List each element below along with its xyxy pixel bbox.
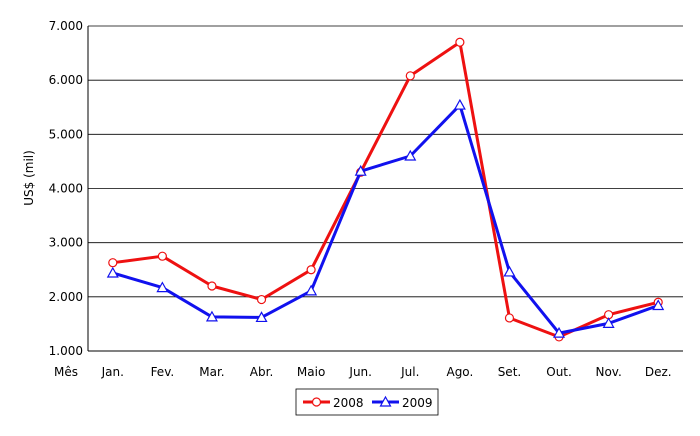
- data-point: [455, 37, 465, 47]
- legend: 2008 2009: [295, 388, 439, 416]
- x-tick-label: Abr.: [250, 365, 273, 379]
- y-tick-label: 3.000: [49, 236, 83, 250]
- x-tick-label: Out.: [546, 365, 572, 379]
- x-tick-label: Fev.: [151, 365, 175, 379]
- axes: [87, 26, 683, 352]
- data-point: [405, 71, 415, 81]
- data-point: [354, 164, 367, 176]
- gridlines: [88, 25, 683, 298]
- x-tick-label: Jul.: [400, 365, 419, 379]
- y-tick-labels: 1.000 2.000 3.000 4.000 5.000 6.000 7.000: [49, 19, 83, 358]
- series-line-2008: [112, 40, 659, 339]
- y-tick-label: 2.000: [49, 290, 83, 304]
- y-tick-label: 4.000: [49, 182, 83, 196]
- data-point: [404, 149, 417, 161]
- x-tick-label: Ago.: [446, 365, 473, 379]
- series-line-2009: [112, 103, 659, 335]
- x-axis-title: Mês: [54, 365, 78, 379]
- y-axis-title: US$ (mil): [22, 150, 36, 206]
- x-tick-label: Set.: [498, 365, 522, 379]
- x-tick-label: Maio: [297, 365, 325, 379]
- series-2009: [106, 98, 665, 338]
- series-2008: [108, 37, 663, 342]
- y-tick-label: 7.000: [49, 19, 83, 33]
- data-point: [156, 281, 169, 293]
- x-tick-label: Dez.: [645, 365, 672, 379]
- y-tick-label: 5.000: [49, 127, 83, 141]
- series: [106, 37, 665, 342]
- data-point: [157, 251, 167, 261]
- data-point: [453, 98, 466, 110]
- data-point: [207, 281, 217, 291]
- data-point: [504, 313, 515, 323]
- data-point: [255, 311, 268, 323]
- legend-marker-2008: [311, 397, 322, 407]
- data-point: [205, 310, 218, 322]
- data-point: [503, 265, 516, 277]
- legend-label-2008: 2008: [333, 396, 364, 410]
- x-tick-label: Jun.: [348, 365, 372, 379]
- data-point: [305, 284, 318, 296]
- legend-label-2009: 2009: [402, 396, 433, 410]
- data-point: [652, 299, 665, 311]
- y-tick-label: 1.000: [49, 344, 83, 358]
- y-tick-label: 6.000: [49, 73, 83, 87]
- x-tick-label: Mar.: [199, 365, 224, 379]
- data-point: [106, 266, 119, 278]
- data-point: [553, 326, 566, 338]
- data-point: [256, 294, 267, 305]
- x-tick-labels: Jan. Fev. Mar. Abr. Maio Jun. Jul. Ago. Set. Out.…: [101, 365, 672, 379]
- data-point: [306, 265, 316, 275]
- x-tick-label: Nov.: [595, 365, 621, 379]
- data-point: [602, 317, 615, 328]
- x-tick-label: Jan.: [101, 365, 124, 379]
- legend-marker-2009: [379, 395, 392, 407]
- data-point: [108, 258, 118, 268]
